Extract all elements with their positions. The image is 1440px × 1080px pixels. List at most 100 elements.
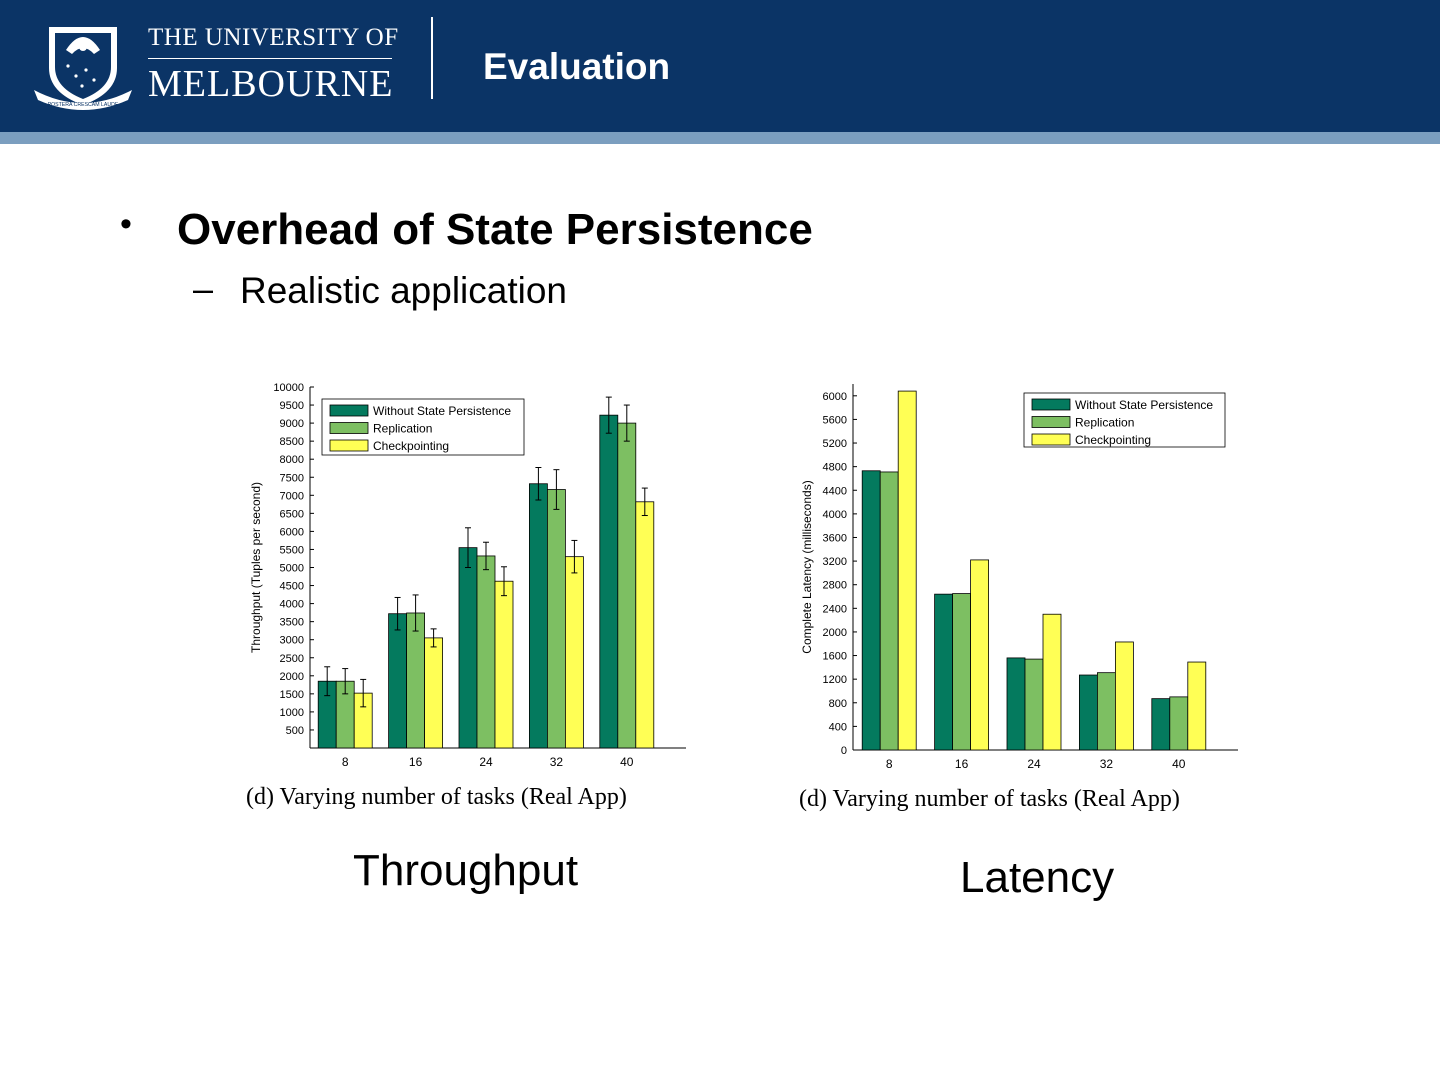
legend-label: Checkpointing <box>373 439 449 453</box>
legend-swatch <box>1031 416 1071 428</box>
legend-label: Replication <box>373 422 432 436</box>
y-tick-label: 6500 <box>280 508 304 520</box>
y-tick-label: 8500 <box>280 436 304 448</box>
bar <box>1078 674 1098 751</box>
legend-label: Without State Persistence <box>373 404 511 418</box>
y-tick-label: 400 <box>829 721 847 733</box>
bar <box>494 580 514 749</box>
y-tick-label: 3500 <box>280 617 304 629</box>
legend-swatch <box>329 404 369 417</box>
bar <box>1096 672 1116 751</box>
bar <box>476 555 496 749</box>
y-tick-label: 1200 <box>823 674 847 686</box>
legend-label: Replication <box>1075 416 1134 430</box>
y-tick-label: 7000 <box>280 490 304 502</box>
header-bar <box>0 0 1440 132</box>
bar <box>617 422 637 749</box>
y-tick-label: 9000 <box>280 418 304 430</box>
bar <box>879 471 899 751</box>
y-tick-label: 9500 <box>280 400 304 412</box>
y-tick-label: 5600 <box>823 414 847 426</box>
y-tick-label: 6000 <box>280 526 304 538</box>
y-tick-label: 3200 <box>823 556 847 568</box>
header-stripe <box>0 132 1440 144</box>
bar <box>458 547 478 749</box>
legend-swatch <box>329 422 369 434</box>
y-tick-label: 10000 <box>273 382 304 394</box>
bar <box>952 593 972 751</box>
x-tick-label: 8 <box>342 755 349 769</box>
university-crest-icon: POSTERA CRESCAM LAUDE <box>34 27 132 110</box>
y-tick-label: 0 <box>841 745 847 757</box>
x-tick-label: 32 <box>1100 757 1114 771</box>
crest-motto: POSTERA CRESCAM LAUDE <box>48 102 119 108</box>
bar <box>406 612 426 749</box>
y-tick-label: 4000 <box>823 509 847 521</box>
bar <box>1151 698 1171 751</box>
bar <box>934 593 954 751</box>
y-tick-label: 2800 <box>823 580 847 592</box>
y-tick-label: 1600 <box>823 651 847 663</box>
bar <box>897 390 917 751</box>
x-tick-label: 24 <box>479 755 493 769</box>
y-tick-label: 4500 <box>280 581 304 593</box>
x-tick-label: 16 <box>955 757 969 771</box>
bar <box>1169 696 1189 751</box>
bar <box>970 559 990 751</box>
bar <box>388 613 408 749</box>
y-tick-label: 3600 <box>823 532 847 544</box>
bullet-level2: Realistic application <box>240 270 568 311</box>
latency-chart-caption: (d) Varying number of tasks (Real App) <box>799 786 1180 812</box>
bar <box>1042 613 1062 751</box>
y-tick-label: 2000 <box>823 627 847 639</box>
y-tick-label: 8000 <box>280 454 304 466</box>
y-axis-label: Complete Latency (milliseconds) <box>800 480 814 653</box>
y-tick-label: 500 <box>286 725 304 737</box>
bar <box>1187 661 1207 751</box>
y-axis-label: Throughput (Tuples per second) <box>249 482 263 653</box>
y-tick-label: 4000 <box>280 599 304 611</box>
university-name-rule <box>148 58 392 59</box>
legend-label: Checkpointing <box>1075 433 1151 447</box>
bar <box>528 483 548 749</box>
x-tick-label: 16 <box>409 755 423 769</box>
bar <box>1006 657 1026 751</box>
y-tick-label: 5200 <box>823 438 847 450</box>
throughput-chart: 500 1000 1500 2000 2500 3000 3500 4000 4500 5000 5… <box>249 382 686 769</box>
bar <box>635 501 655 749</box>
y-tick-label: 4400 <box>823 485 847 497</box>
page-title: Evaluation <box>483 46 671 87</box>
y-tick-label: 800 <box>829 698 847 710</box>
latency-chart: 0 400 800 1200 1600 2000 2400 2800 3200 3600 4000 4… <box>800 384 1238 771</box>
x-tick-label: 8 <box>886 757 893 771</box>
y-tick-label: 2000 <box>280 671 304 683</box>
x-tick-label: 40 <box>620 755 634 769</box>
x-tick-label: 40 <box>1172 757 1186 771</box>
bar <box>861 470 881 751</box>
bar <box>1114 641 1134 751</box>
bar <box>424 637 444 749</box>
bullet-level1: Overhead of State Persistence <box>177 205 813 254</box>
legend-label: Without State Persistence <box>1075 398 1213 412</box>
y-tick-label: 1500 <box>280 689 304 701</box>
y-tick-label: 6000 <box>823 391 847 403</box>
bar <box>564 556 584 749</box>
bar <box>546 489 566 749</box>
bullet-dash: – <box>193 268 214 309</box>
x-tick-label: 32 <box>550 755 564 769</box>
header-divider <box>431 17 433 99</box>
throughput-chart-caption: (d) Varying number of tasks (Real App) <box>246 784 627 810</box>
y-tick-label: 2400 <box>823 603 847 615</box>
university-name-line1: THE UNIVERSITY OF <box>148 24 399 51</box>
bar <box>1024 658 1044 751</box>
y-tick-label: 5500 <box>280 544 304 556</box>
y-tick-label: 1000 <box>280 707 304 719</box>
throughput-label: Throughput <box>353 846 579 895</box>
legend-swatch <box>1031 433 1071 446</box>
y-tick-label: 7500 <box>280 472 304 484</box>
y-tick-label: 3000 <box>280 635 304 647</box>
y-tick-label: 2500 <box>280 653 304 665</box>
y-tick-label: 4800 <box>823 462 847 474</box>
latency-label: Latency <box>960 853 1115 902</box>
legend-swatch <box>329 439 369 452</box>
